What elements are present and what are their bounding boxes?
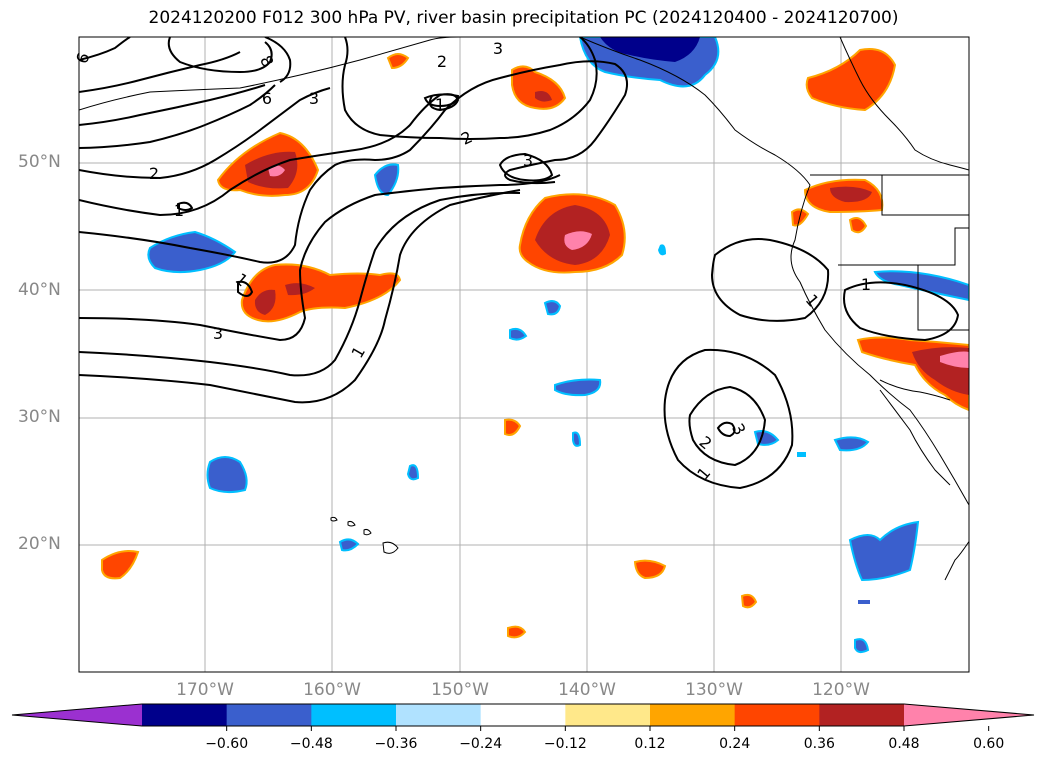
lat-label: 30°N bbox=[18, 407, 61, 427]
contour-label: 1 bbox=[435, 95, 445, 114]
colorbar-tick-label: 0.36 bbox=[803, 736, 835, 752]
colorbar-tick-label: 0.12 bbox=[634, 736, 666, 752]
lat-label: 20°N bbox=[18, 534, 61, 554]
contour-label: 2 bbox=[149, 164, 159, 183]
colorbar-segment bbox=[819, 704, 905, 726]
contour-label: 1 bbox=[347, 343, 369, 361]
colorbar-segment bbox=[311, 704, 397, 726]
lon-label: 170°W bbox=[176, 680, 234, 700]
contour-label: 3 bbox=[493, 39, 503, 58]
colorbar-segment bbox=[565, 704, 651, 726]
colorbar-segment bbox=[650, 704, 736, 726]
colorbar-segment bbox=[226, 704, 312, 726]
contour-label: 1 bbox=[861, 275, 871, 294]
contour-label: 6 bbox=[262, 89, 272, 108]
colorbar-outline bbox=[11, 703, 1035, 727]
lon-label: 150°W bbox=[431, 680, 489, 700]
coastlines bbox=[79, 37, 969, 581]
colorbar-tick-label: 0.24 bbox=[719, 736, 751, 752]
colorbar-tick-label: 0.60 bbox=[973, 736, 1005, 752]
contour-label: 2 bbox=[437, 52, 447, 71]
colorbar-extend-low bbox=[12, 704, 142, 726]
colorbar bbox=[11, 703, 1035, 731]
contour-label: 1 bbox=[174, 201, 184, 220]
lon-label: 160°W bbox=[303, 680, 361, 700]
colorbar-tick-label: −0.60 bbox=[205, 736, 249, 752]
colorbar-segment bbox=[734, 704, 820, 726]
colorbar-extend-high bbox=[904, 704, 1034, 726]
pv-contours bbox=[79, 37, 960, 490]
colorbar-tick-label: −0.24 bbox=[459, 736, 503, 752]
lon-label: 120°W bbox=[812, 680, 870, 700]
contour-label: 6 bbox=[72, 50, 93, 66]
hawaii-islands bbox=[330, 516, 399, 554]
contour-label: 3 bbox=[213, 324, 223, 343]
lat-label: 50°N bbox=[18, 152, 61, 172]
contour-label: 8 bbox=[256, 52, 278, 70]
positive-anomaly-areas bbox=[101, 48, 969, 639]
colorbar-tick-label: −0.48 bbox=[289, 736, 333, 752]
contour-label: 3 bbox=[523, 151, 533, 170]
negative-anomaly-areas bbox=[147, 37, 969, 654]
colorbar-tick-label: 0.48 bbox=[888, 736, 920, 752]
colorbar-segment bbox=[480, 704, 566, 726]
map-frame bbox=[78, 36, 970, 673]
contour-label: 2 bbox=[696, 432, 716, 453]
graticule bbox=[79, 37, 969, 672]
contour-label: 1 bbox=[693, 463, 714, 483]
colorbar-tick-label: −0.12 bbox=[543, 736, 587, 752]
colorbar-segment bbox=[142, 704, 228, 726]
lon-label: 140°W bbox=[558, 680, 616, 700]
contour-label: 3 bbox=[309, 89, 319, 108]
map-content bbox=[79, 37, 969, 672]
lat-label: 40°N bbox=[18, 280, 61, 300]
colorbar-segment bbox=[396, 704, 482, 726]
chart-title: 2024120200 F012 300 hPa PV, river basin … bbox=[148, 8, 899, 28]
lon-label: 130°W bbox=[685, 680, 743, 700]
colorbar-tick-label: −0.36 bbox=[374, 736, 418, 752]
